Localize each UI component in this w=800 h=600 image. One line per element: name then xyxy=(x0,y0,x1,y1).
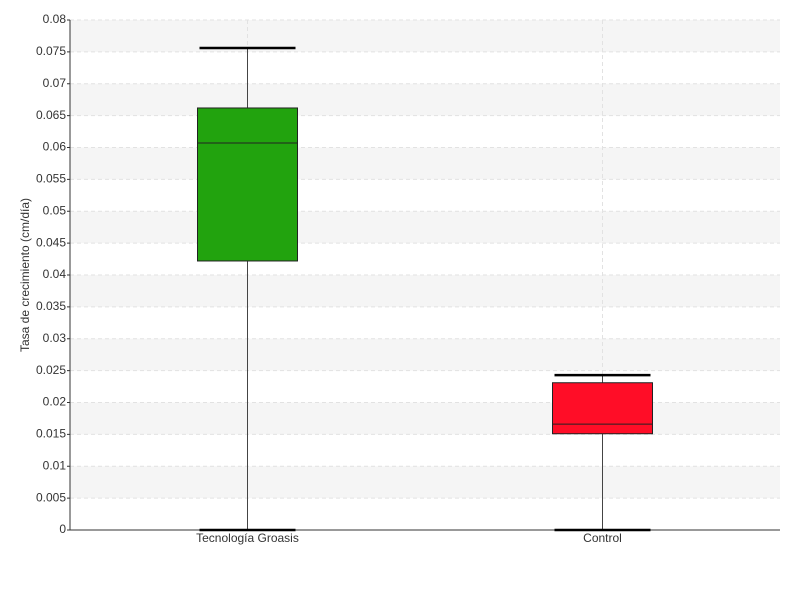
grid-band xyxy=(70,211,780,244)
box xyxy=(197,107,298,262)
grid-band xyxy=(70,466,780,499)
grid-band xyxy=(70,275,780,307)
y-tick-label: 0.025 xyxy=(36,363,66,377)
y-tick-label: 0.035 xyxy=(36,299,66,313)
y-tick-label: 0.015 xyxy=(36,427,66,441)
y-tick-label: 0.005 xyxy=(36,490,66,504)
y-tick-label: 0.04 xyxy=(43,267,67,281)
y-tick-label: 0 xyxy=(59,522,66,536)
y-tick-label: 0.03 xyxy=(43,331,67,345)
y-tick-label: 0.065 xyxy=(36,108,66,122)
grid-band xyxy=(70,402,780,435)
y-tick-label: 0.06 xyxy=(43,140,67,154)
y-axis-label: Tasa de crecimiento (cm/día) xyxy=(18,198,32,352)
grid-band xyxy=(70,338,780,371)
x-tick-label: Tecnología Groasis xyxy=(196,531,299,545)
y-tick-label: 0.075 xyxy=(36,44,66,58)
grid-band xyxy=(70,83,780,116)
y-tick-label: 0.07 xyxy=(43,76,67,90)
y-tick-label: 0.01 xyxy=(43,458,67,472)
box xyxy=(552,382,653,435)
y-tick-label: 0.055 xyxy=(36,172,66,186)
y-tick-label: 0.05 xyxy=(43,203,67,217)
grid-band xyxy=(70,147,780,180)
y-tick-label: 0.045 xyxy=(36,235,66,249)
y-tick-label: 0.02 xyxy=(43,395,67,409)
x-tick-label: Control xyxy=(583,531,622,545)
y-tick-label: 0.08 xyxy=(43,12,67,26)
grid-band xyxy=(70,20,780,52)
